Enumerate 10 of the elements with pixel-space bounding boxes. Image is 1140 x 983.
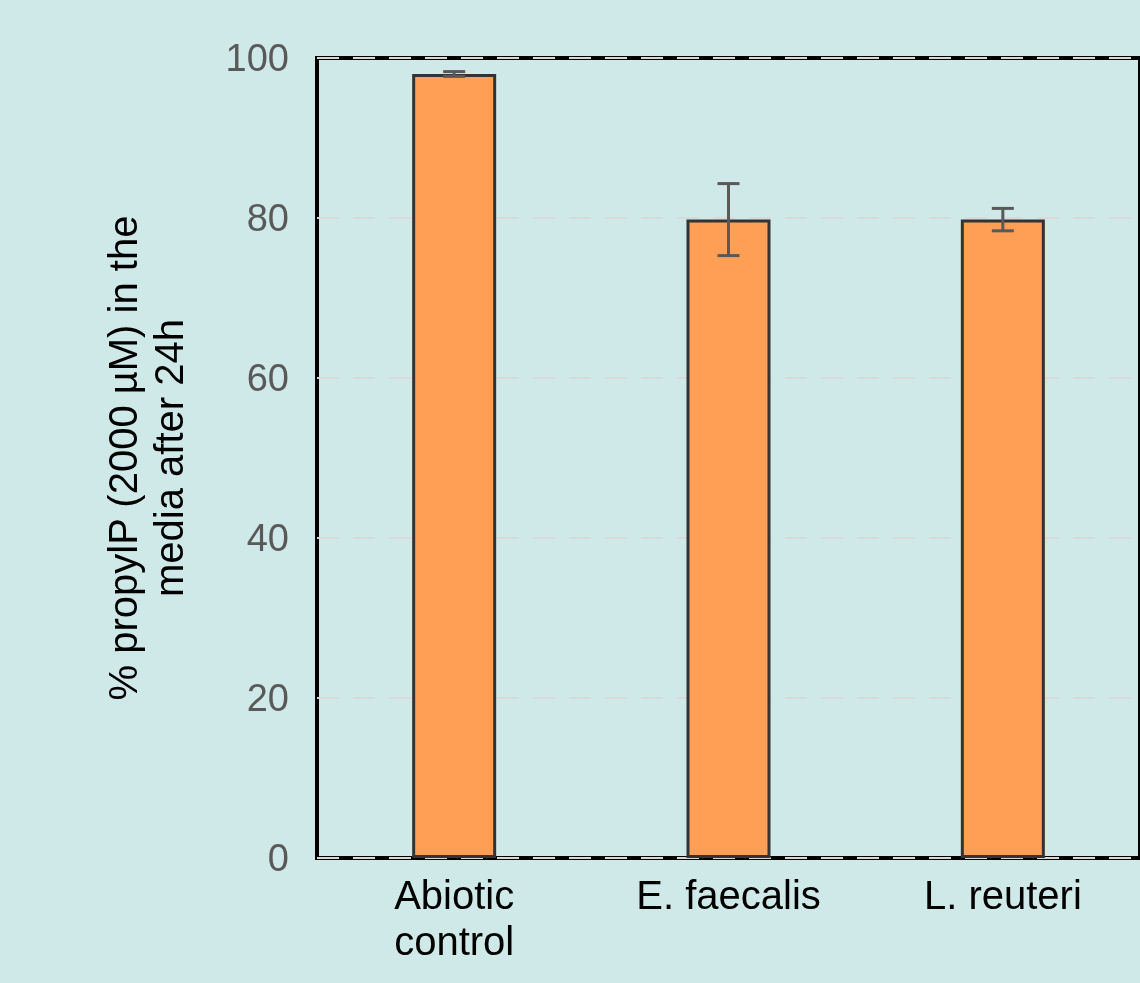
x-tick-label: L. reuteri	[923, 873, 1082, 917]
x-tick-label: E. faecalis	[636, 873, 821, 917]
y-tick-label: 80	[246, 197, 289, 239]
x-tick-label: Abiotic control	[394, 873, 515, 963]
y-tick-label: 60	[246, 357, 289, 399]
y-tick-label: 100	[225, 37, 289, 79]
y-tick-label: 20	[246, 677, 289, 719]
y-tick-label: 0	[267, 837, 289, 879]
y-axis-title: % propylP (2000 µM) in the media after 24h	[101, 215, 191, 701]
y-tick-label: 40	[246, 517, 289, 559]
